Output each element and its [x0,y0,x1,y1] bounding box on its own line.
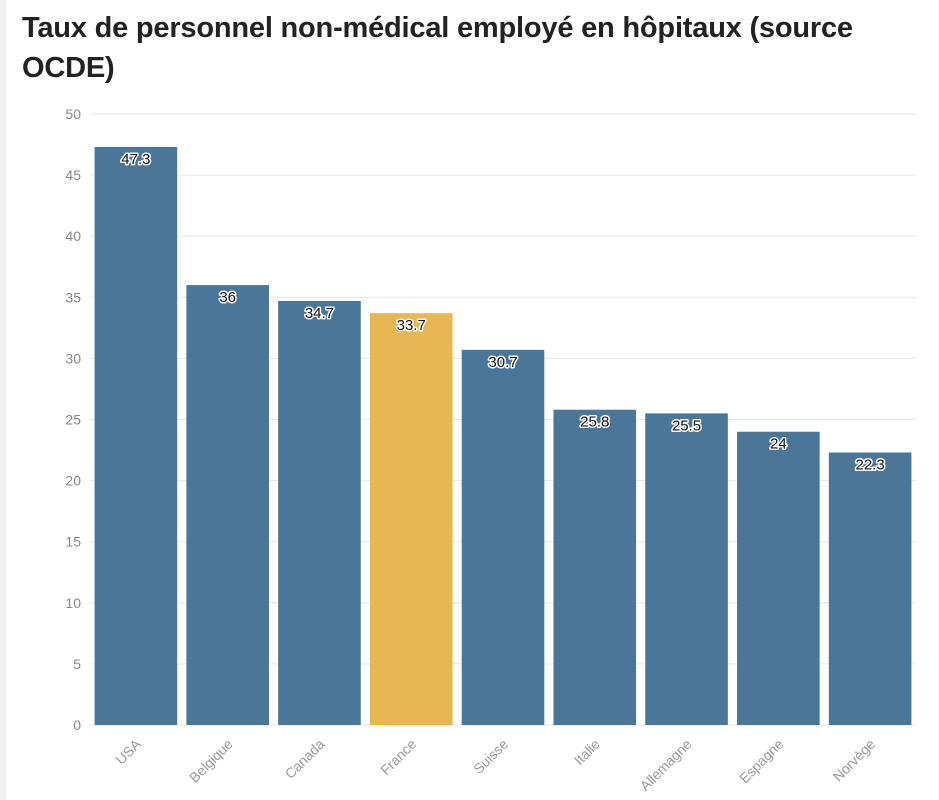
x-tick-label: Norvège [829,736,878,785]
data-label: 47.3 [121,151,150,168]
data-labels: 47.3 36 34.7 33.7 30.7 25.8 25.5 24 22.3 [120,149,886,474]
y-tick-label: 35 [65,289,81,305]
y-tick-label: 5 [73,656,81,672]
left-edge-strip [0,0,6,800]
y-tick-label: 50 [65,106,81,122]
bar-italie [553,409,637,725]
x-tick-label: USA [112,735,144,767]
data-label: 22.3 [856,456,885,473]
x-tick-label: France [377,736,419,778]
y-tick-label: 20 [65,473,81,489]
bar-canada [278,300,361,725]
data-label: 30.7 [488,354,517,371]
bars [94,146,912,725]
bar-france [369,313,453,725]
data-label: 24 [770,436,787,453]
y-tick-label: 40 [65,228,81,244]
y-axis-ticks: 0 5 10 15 20 25 30 35 40 45 50 [65,106,81,733]
x-tick-label: Espagne [736,736,787,787]
data-label: 33.7 [397,317,426,334]
data-label: 25.5 [672,417,701,434]
bar-usa [94,146,178,725]
bar-allemagne [645,413,728,725]
x-axis-ticks: USA Belgique Canada France Suisse Italie Allem… [112,735,878,794]
x-tick-label: Belgique [186,736,236,786]
y-tick-label: 15 [65,534,81,550]
bar-belgique [186,285,269,725]
y-tick-label: 0 [73,717,81,733]
data-label: 34.7 [305,305,334,322]
x-tick-label: Canada [282,736,328,782]
x-tick-label: Suisse [470,736,511,777]
bar-suisse [461,349,545,725]
y-tick-label: 30 [65,350,81,366]
y-tick-label: 10 [65,595,81,611]
bar-espagne [737,431,820,725]
y-tick-label: 25 [65,412,81,428]
bar-norvège [828,452,912,725]
x-tick-label: Allemagne [637,736,695,794]
x-tick-label: Italie [571,736,603,768]
data-label: 36 [219,289,236,306]
data-label: 25.8 [580,414,609,431]
y-tick-label: 45 [65,167,81,183]
chart-title: Taux de personnel non-médical employé en… [22,12,853,84]
